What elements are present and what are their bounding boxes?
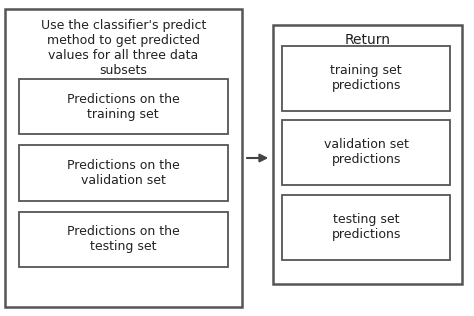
Bar <box>273 25 462 284</box>
Text: Predictions on the
validation set: Predictions on the validation set <box>67 159 180 187</box>
Text: Predictions on the
training set: Predictions on the training set <box>67 93 180 121</box>
Bar <box>19 145 228 201</box>
Text: testing set
predictions: testing set predictions <box>331 213 401 241</box>
Text: Return: Return <box>344 33 391 47</box>
Bar <box>282 46 450 111</box>
Bar <box>19 79 228 134</box>
Bar <box>5 9 242 307</box>
Bar <box>19 212 228 267</box>
Text: Predictions on the
testing set: Predictions on the testing set <box>67 225 180 253</box>
Bar <box>282 120 450 185</box>
Text: training set
predictions: training set predictions <box>330 64 402 92</box>
Text: validation set
predictions: validation set predictions <box>324 138 409 167</box>
Bar <box>282 195 450 260</box>
Text: Use the classifier's predict
method to get predicted
values for all three data
s: Use the classifier's predict method to g… <box>41 19 206 77</box>
